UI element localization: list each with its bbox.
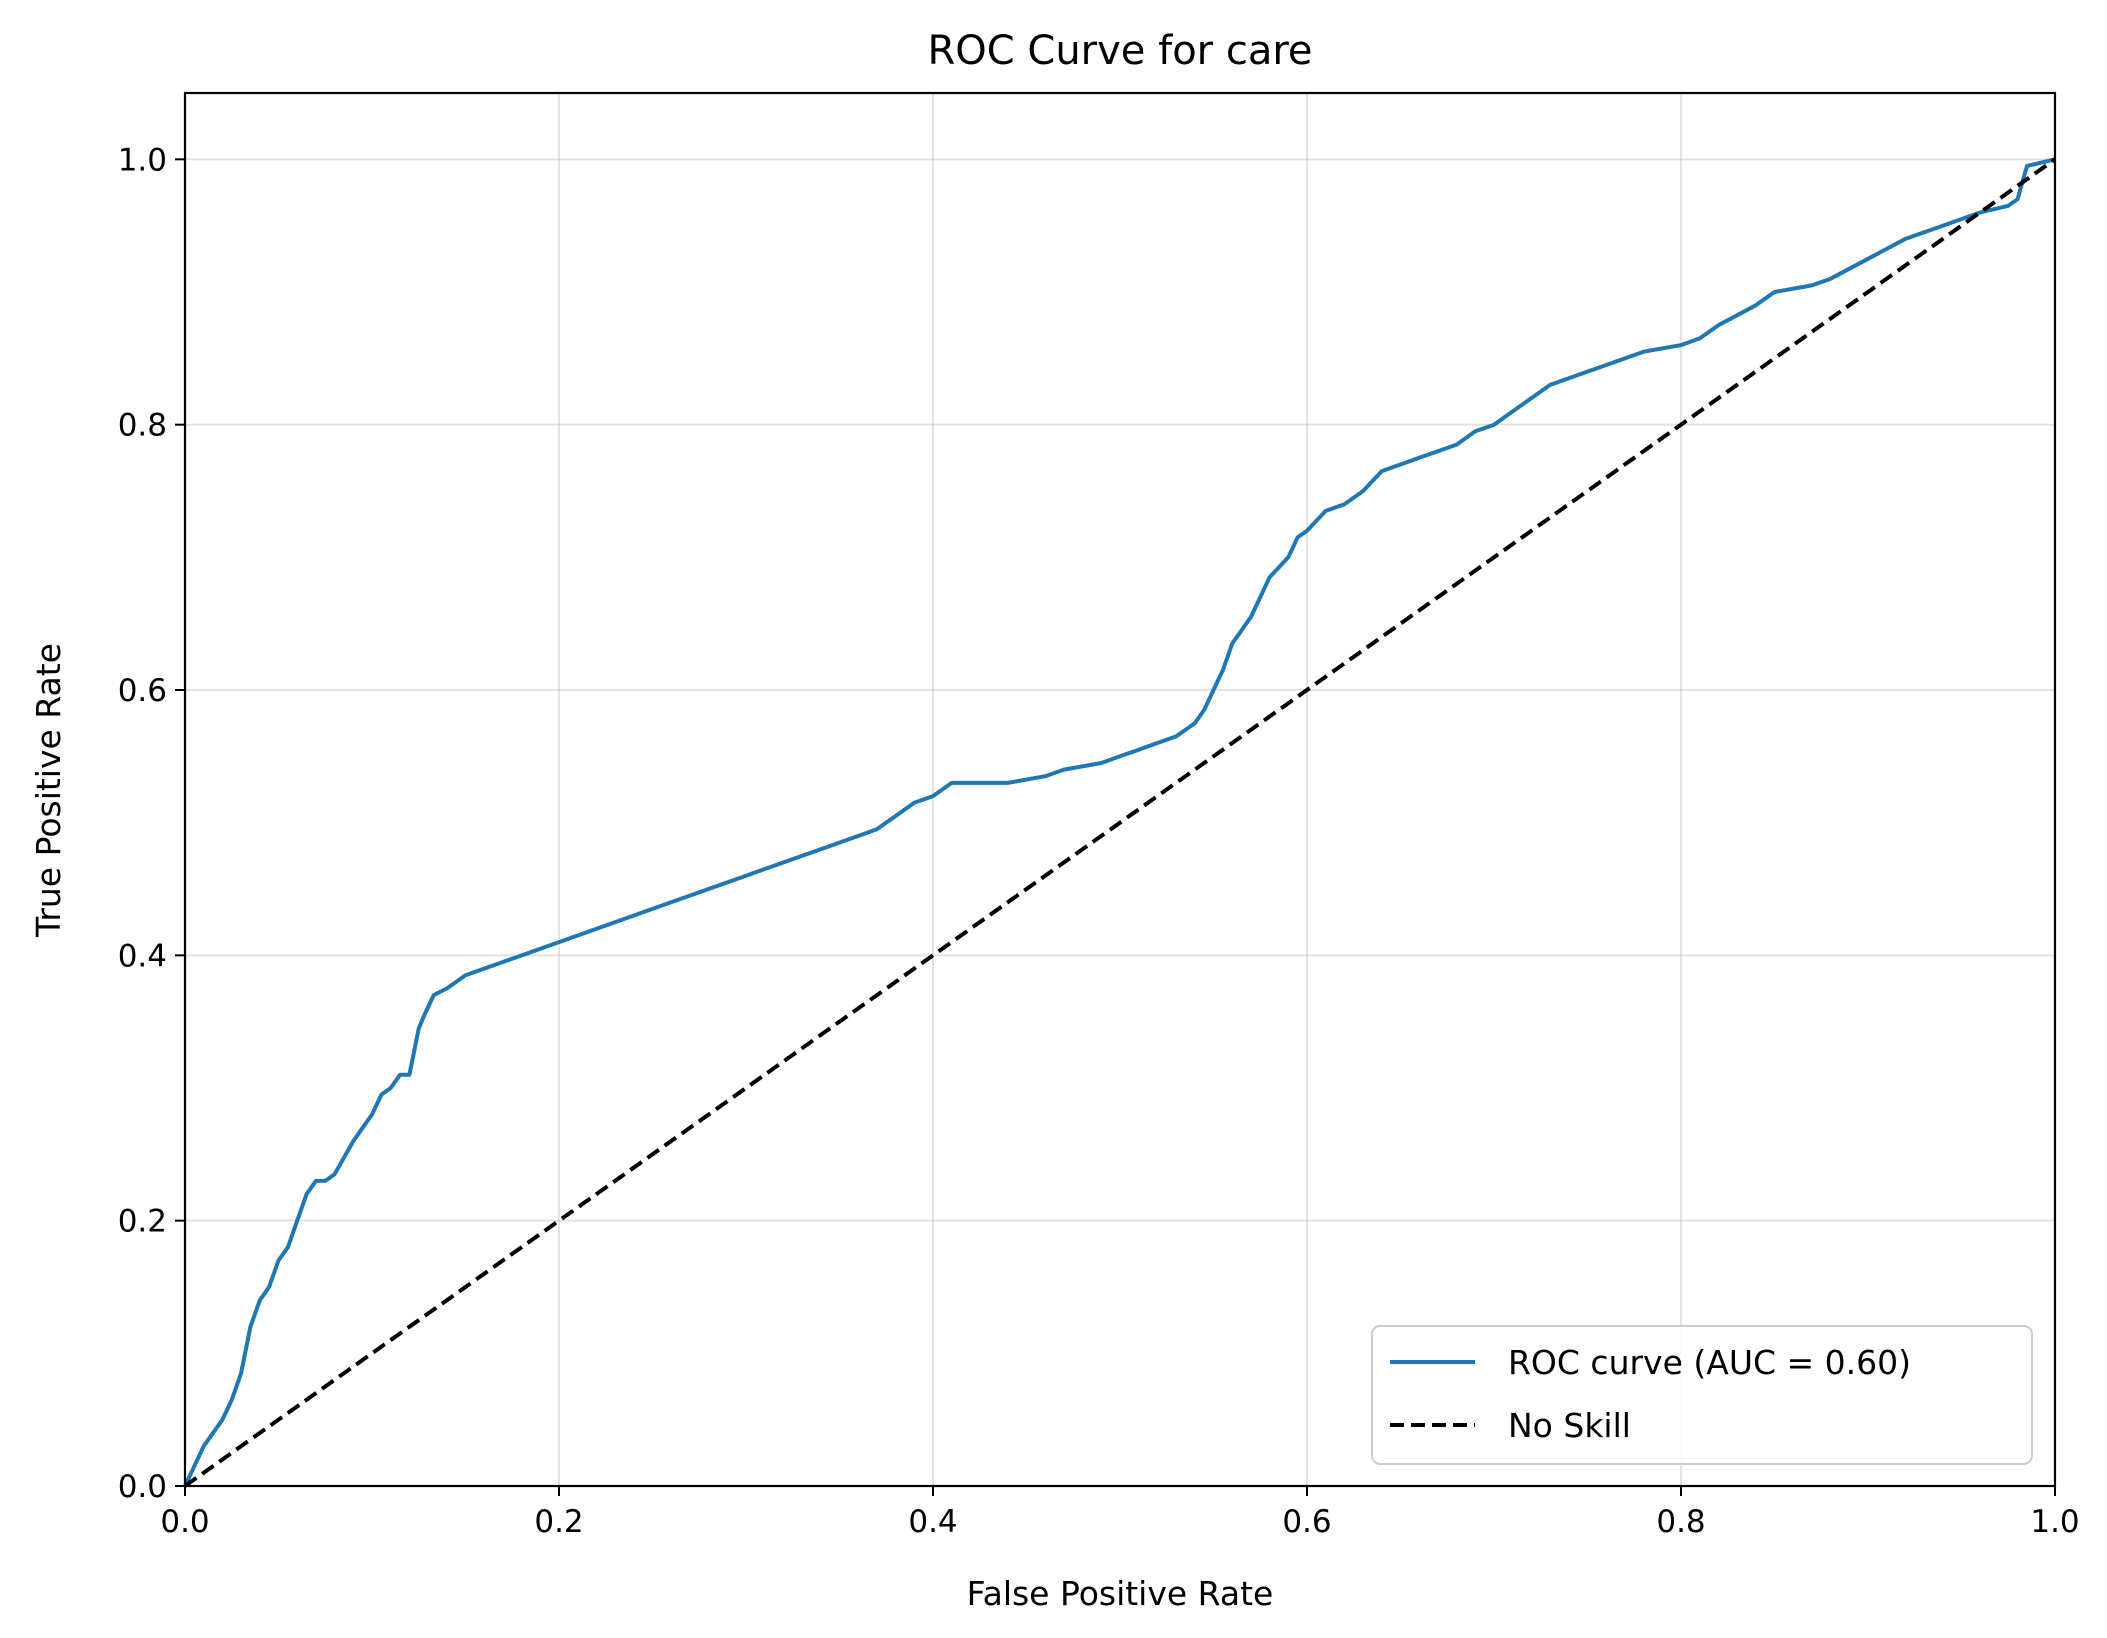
legend-label-no-skill: No Skill xyxy=(1508,1406,1631,1445)
y-tick-label: 0.8 xyxy=(118,408,167,444)
x-tick-label: 0.4 xyxy=(908,1504,957,1540)
y-tick-label: 0.0 xyxy=(118,1469,167,1505)
y-tick-label: 0.6 xyxy=(118,673,167,709)
y-tick-label: 1.0 xyxy=(118,142,167,178)
x-tick-label: 1.0 xyxy=(2030,1504,2079,1540)
y-tick-label: 0.4 xyxy=(118,938,167,974)
plot-frame xyxy=(183,91,2057,1488)
grid xyxy=(184,93,2056,1487)
x-tick-label: 0.8 xyxy=(1656,1504,1705,1540)
x-axis-label: False Positive Rate xyxy=(967,1574,1274,1613)
legend-box xyxy=(1371,1325,2033,1465)
ticks: 0.0 0.2 0.4 0.6 0.8 1.0 0.0 0.2 0.4 0.6 0.8 1.0 xyxy=(118,142,2080,1540)
x-tick-label: 0.2 xyxy=(534,1504,583,1540)
y-axis-label: True Positive Rate xyxy=(29,643,68,938)
chart-title: ROC Curve for care xyxy=(927,28,1312,74)
x-tick-label: 0.6 xyxy=(1282,1504,1331,1540)
no-skill-line xyxy=(183,157,2057,1488)
roc-curve-line xyxy=(183,157,2056,1487)
series-layer xyxy=(183,157,2057,1488)
y-tick-label: 0.2 xyxy=(118,1204,167,1240)
legend-label-roc: ROC curve (AUC = 0.60) xyxy=(1508,1343,1911,1382)
legend: ROC curve (AUC = 0.60) No Skill xyxy=(1371,1325,2033,1465)
x-tick-label: 0.0 xyxy=(160,1504,209,1540)
